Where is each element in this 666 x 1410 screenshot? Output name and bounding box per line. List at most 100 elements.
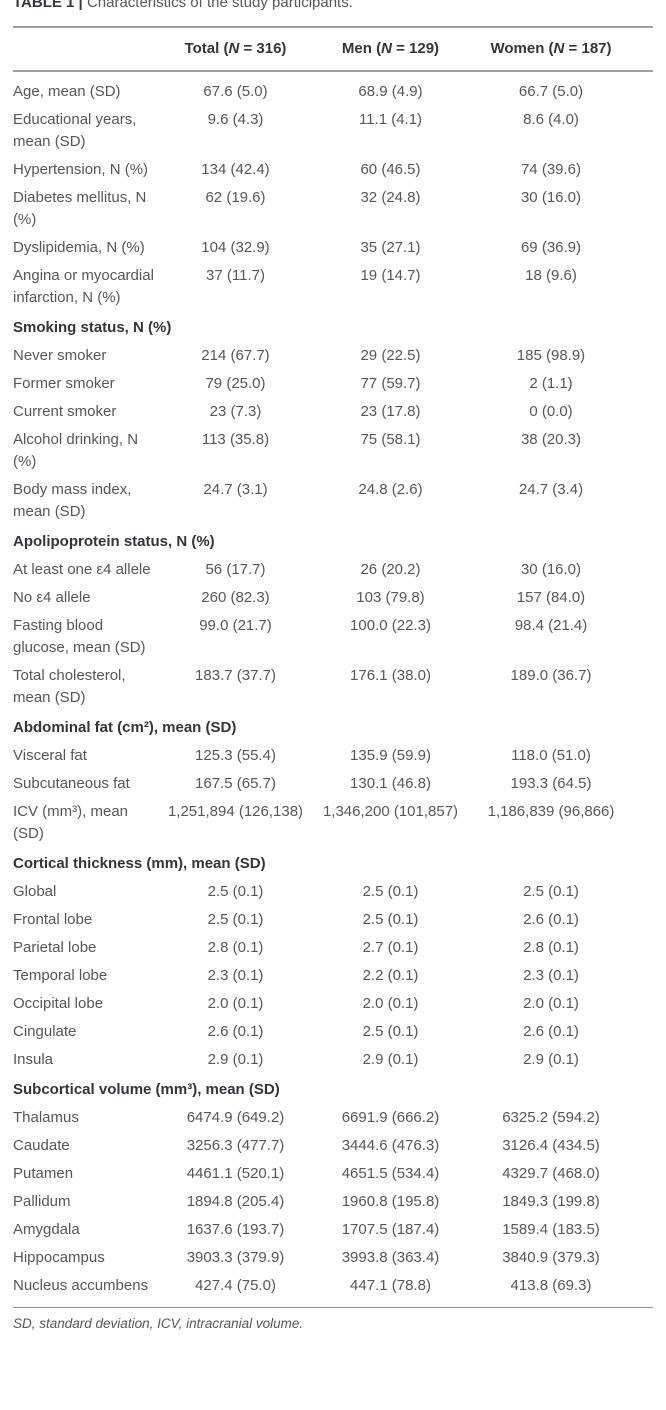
cell-value-total: 113 (35.8) <box>201 431 270 448</box>
bottom-rule <box>13 1307 653 1308</box>
row-label: Frontal lobe <box>13 911 93 928</box>
cell-value-total: 134 (42.4) <box>201 161 270 178</box>
n-symbol: N <box>228 40 240 57</box>
cell-value-men: 1,346,200 (101,857) <box>322 803 459 820</box>
row-label: Former smoker <box>13 375 115 392</box>
cell-value-men: 2.5 (0.1) <box>362 1023 419 1040</box>
table-row: Visceral fat 125.3 (55.4) 135.9 (59.9) 118.… <box>13 741 653 769</box>
cell-value-total: 2.8 (0.1) <box>207 939 264 956</box>
table-footnote: SD, standard deviation, ICV, intracrania… <box>13 1316 304 1331</box>
cell-value-women: 185 (98.9) <box>516 347 586 364</box>
cell-value-men: 176.1 (38.0) <box>350 667 431 684</box>
row-label: No ε4 allele <box>13 589 91 606</box>
cell-value-women: 38 (20.3) <box>520 431 582 448</box>
cell-value-men: 2.2 (0.1) <box>362 967 419 984</box>
table-row: Fasting blood glucose, mean (SD) 99.0 (21… <box>13 611 653 661</box>
cell-value-men: 103 (79.8) <box>356 589 425 606</box>
cell-value-women: 2.0 (0.1) <box>523 995 579 1012</box>
table-row: Current smoker 23 (7.3) 23 (17.8) 0 (0.0) <box>13 397 653 425</box>
cell-value-total: 214 (67.7) <box>201 347 270 364</box>
cell-value-women: 30 (16.0) <box>520 189 582 206</box>
table-row: Cingulate 2.6 (0.1) 2.5 (0.1) 2.6 (0.1) <box>13 1017 653 1045</box>
empty-corner-header <box>13 28 163 72</box>
cell-value-total: 37 (11.7) <box>206 267 265 284</box>
cell-value-total: 3903.3 (379.9) <box>186 1249 285 1266</box>
row-label: Temporal lobe <box>13 967 108 984</box>
row-label: Nucleus accumbens <box>13 1277 149 1294</box>
column-header-women: Women (N = 187) <box>473 28 653 72</box>
cell-value-women: 69 (36.9) <box>520 239 582 256</box>
column-n-value: = 316) <box>239 40 287 57</box>
column-group-label: Total ( <box>184 40 229 57</box>
section-row: Smoking status, N (%) <box>13 311 653 341</box>
row-label: Educational years, mean (SD) <box>13 111 137 150</box>
cell-value-men: 32 (24.8) <box>360 189 421 206</box>
cell-value-men: 2.7 (0.1) <box>362 939 419 956</box>
cell-value-men: 135.9 (59.9) <box>350 747 431 764</box>
n-symbol: N <box>381 40 392 57</box>
section-row: Subcortical volume (mm³), mean (SD) <box>13 1073 653 1103</box>
section-header-label: Smoking status, N (%) <box>13 319 172 336</box>
cell-value-women: 2.6 (0.1) <box>523 1023 579 1040</box>
row-label: Thalamus <box>13 1109 79 1126</box>
cell-value-women: 4329.7 (468.0) <box>502 1165 600 1182</box>
cell-value-women: 18 (9.6) <box>525 267 577 284</box>
cell-value-women: 2.9 (0.1) <box>523 1051 579 1068</box>
table-row: Nucleus accumbens 427.4 (75.0) 447.1 (78.8… <box>13 1271 653 1299</box>
cell-value-total: 62 (19.6) <box>205 189 266 206</box>
cell-value-total: 2.9 (0.1) <box>207 1051 264 1068</box>
table-caption: Characteristics of the study participant… <box>86 0 353 11</box>
table-row: Parietal lobe 2.8 (0.1) 2.7 (0.1) 2.8 (0.1) <box>13 933 653 961</box>
row-label: Age, mean (SD) <box>13 83 121 100</box>
cell-value-total: 99.0 (21.7) <box>199 617 272 634</box>
row-label: Current smoker <box>13 403 117 420</box>
cell-value-men: 3993.8 (363.4) <box>341 1249 440 1266</box>
cell-value-men: 77 (59.7) <box>360 375 421 392</box>
table-number-label: TABLE 1 | <box>13 0 83 11</box>
cell-value-men: 23 (17.8) <box>360 403 421 420</box>
row-label: Visceral fat <box>13 747 87 764</box>
cell-value-men: 1960.8 (195.8) <box>341 1193 440 1210</box>
table-row: Subcutaneous fat 167.5 (65.7) 130.1 (46.8)… <box>13 769 653 797</box>
row-label: Body mass index, mean (SD) <box>13 481 132 520</box>
table-row: Diabetes mellitus, N (%) 62 (19.6) 32 (24.… <box>13 183 653 233</box>
cell-value-total: 56 (17.7) <box>205 561 266 578</box>
cell-value-total: 427.4 (75.0) <box>195 1277 276 1294</box>
column-group-label: Men ( <box>341 40 382 57</box>
cell-value-men: 2.5 (0.1) <box>362 911 419 928</box>
table-row: At least one ε4 allele 56 (17.7) 26 (20.2)… <box>13 555 653 583</box>
cell-value-total: 2.5 (0.1) <box>207 883 264 900</box>
column-n-value: = 129) <box>391 40 440 57</box>
table-row: Never smoker 214 (67.7) 29 (22.5) 185 (98.9… <box>13 341 653 369</box>
table-row: Age, mean (SD) 67.6 (5.0) 68.9 (4.9) 66.7 (… <box>13 71 653 105</box>
cell-value-women: 2.6 (0.1) <box>523 911 579 928</box>
cell-value-women: 157 (84.0) <box>516 589 586 606</box>
table-row: Frontal lobe 2.5 (0.1) 2.5 (0.1) 2.6 (0.1) <box>13 905 653 933</box>
cell-value-women: 8.6 (4.0) <box>523 111 579 128</box>
cell-value-total: 1894.8 (205.4) <box>186 1193 285 1210</box>
cell-value-total: 67.6 (5.0) <box>203 83 268 100</box>
cell-value-men: 130.1 (46.8) <box>350 775 431 792</box>
table-row: Temporal lobe 2.3 (0.1) 2.2 (0.1) 2.3 (0.1) <box>13 961 653 989</box>
cell-value-women: 3840.9 (379.3) <box>502 1249 600 1266</box>
row-label: Putamen <box>13 1165 74 1182</box>
table-row: Putamen 4461.1 (520.1) 4651.5 (534.4) 4329.… <box>13 1159 653 1187</box>
cell-value-total: 2.5 (0.1) <box>207 911 264 928</box>
row-label: Alcohol drinking, N (%) <box>13 431 139 470</box>
table-row: Amygdala 1637.6 (193.7) 1707.5 (187.4) 1589… <box>13 1215 653 1243</box>
top-rule <box>13 26 653 28</box>
row-label: Diabetes mellitus, N (%) <box>13 189 147 228</box>
cell-value-men: 11.1 (4.1) <box>358 111 423 128</box>
cell-value-men: 3444.6 (476.3) <box>341 1137 440 1154</box>
cell-value-men: 24.8 (2.6) <box>358 481 423 498</box>
row-label: Subcutaneous fat <box>13 775 130 792</box>
row-label: Hypertension, N (%) <box>13 161 149 178</box>
cell-value-women: 2.5 (0.1) <box>523 883 579 900</box>
cell-value-men: 100.0 (22.3) <box>350 617 431 634</box>
cell-value-women: 118.0 (51.0) <box>511 747 591 764</box>
table-row: Dyslipidemia, N (%) 104 (32.9) 35 (27.1) 69… <box>13 233 653 261</box>
column-header-men: Men (N = 129) <box>308 28 473 72</box>
section-header-label: Apolipoprotein status, N (%) <box>13 533 215 550</box>
cell-value-women: 30 (16.0) <box>520 561 582 578</box>
row-label: Angina or myocardial infarction, N (%) <box>13 267 154 306</box>
